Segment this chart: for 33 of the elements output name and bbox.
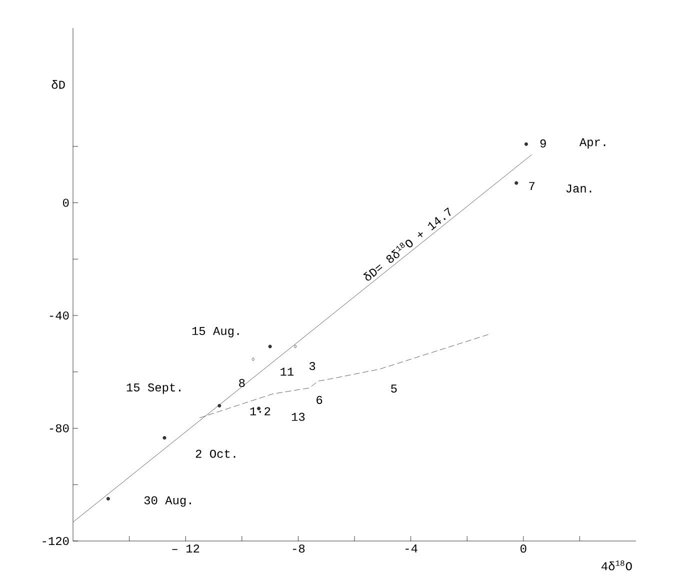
annotation: Apr.: [579, 138, 606, 149]
point: [514, 181, 518, 185]
point: [294, 344, 297, 348]
annotation: 3: [309, 362, 316, 370]
annotation: 8: [239, 378, 245, 388]
point: [252, 357, 255, 361]
point: [218, 404, 222, 408]
point: [162, 436, 166, 440]
annotation: 2 Oct.: [196, 450, 236, 458]
annotation: 15 Sept.: [126, 383, 180, 394]
y-tick-label: 0: [63, 198, 69, 207]
point: [524, 142, 528, 146]
annotation: 15 Aug.: [192, 327, 239, 338]
point: [268, 344, 272, 348]
y-tick-label: -80: [50, 424, 69, 432]
annotation: 11: [280, 368, 294, 376]
annotation: 1·2: [250, 407, 270, 416]
x-tick-label: -4: [406, 544, 418, 552]
x-axis-title: 4δ$^{18}$O: [601, 560, 632, 570]
y-tick-label: -40: [50, 311, 69, 320]
annotation: 6: [316, 396, 322, 404]
annotation: 7: [529, 182, 534, 190]
y-axis-title: δD: [52, 80, 65, 89]
annotation: 9: [540, 139, 546, 148]
point: [106, 496, 110, 501]
annotation: 30 Aug.: [144, 496, 191, 507]
annotation: Jan.: [566, 184, 592, 193]
x-tick-label: -8: [292, 544, 305, 553]
x-tick-label: 0: [520, 544, 526, 553]
y-tick-label: -120: [42, 536, 69, 546]
annotation: 13: [292, 412, 305, 421]
annotation: 5: [391, 384, 397, 393]
x-tick-label: – 12: [172, 544, 200, 553]
